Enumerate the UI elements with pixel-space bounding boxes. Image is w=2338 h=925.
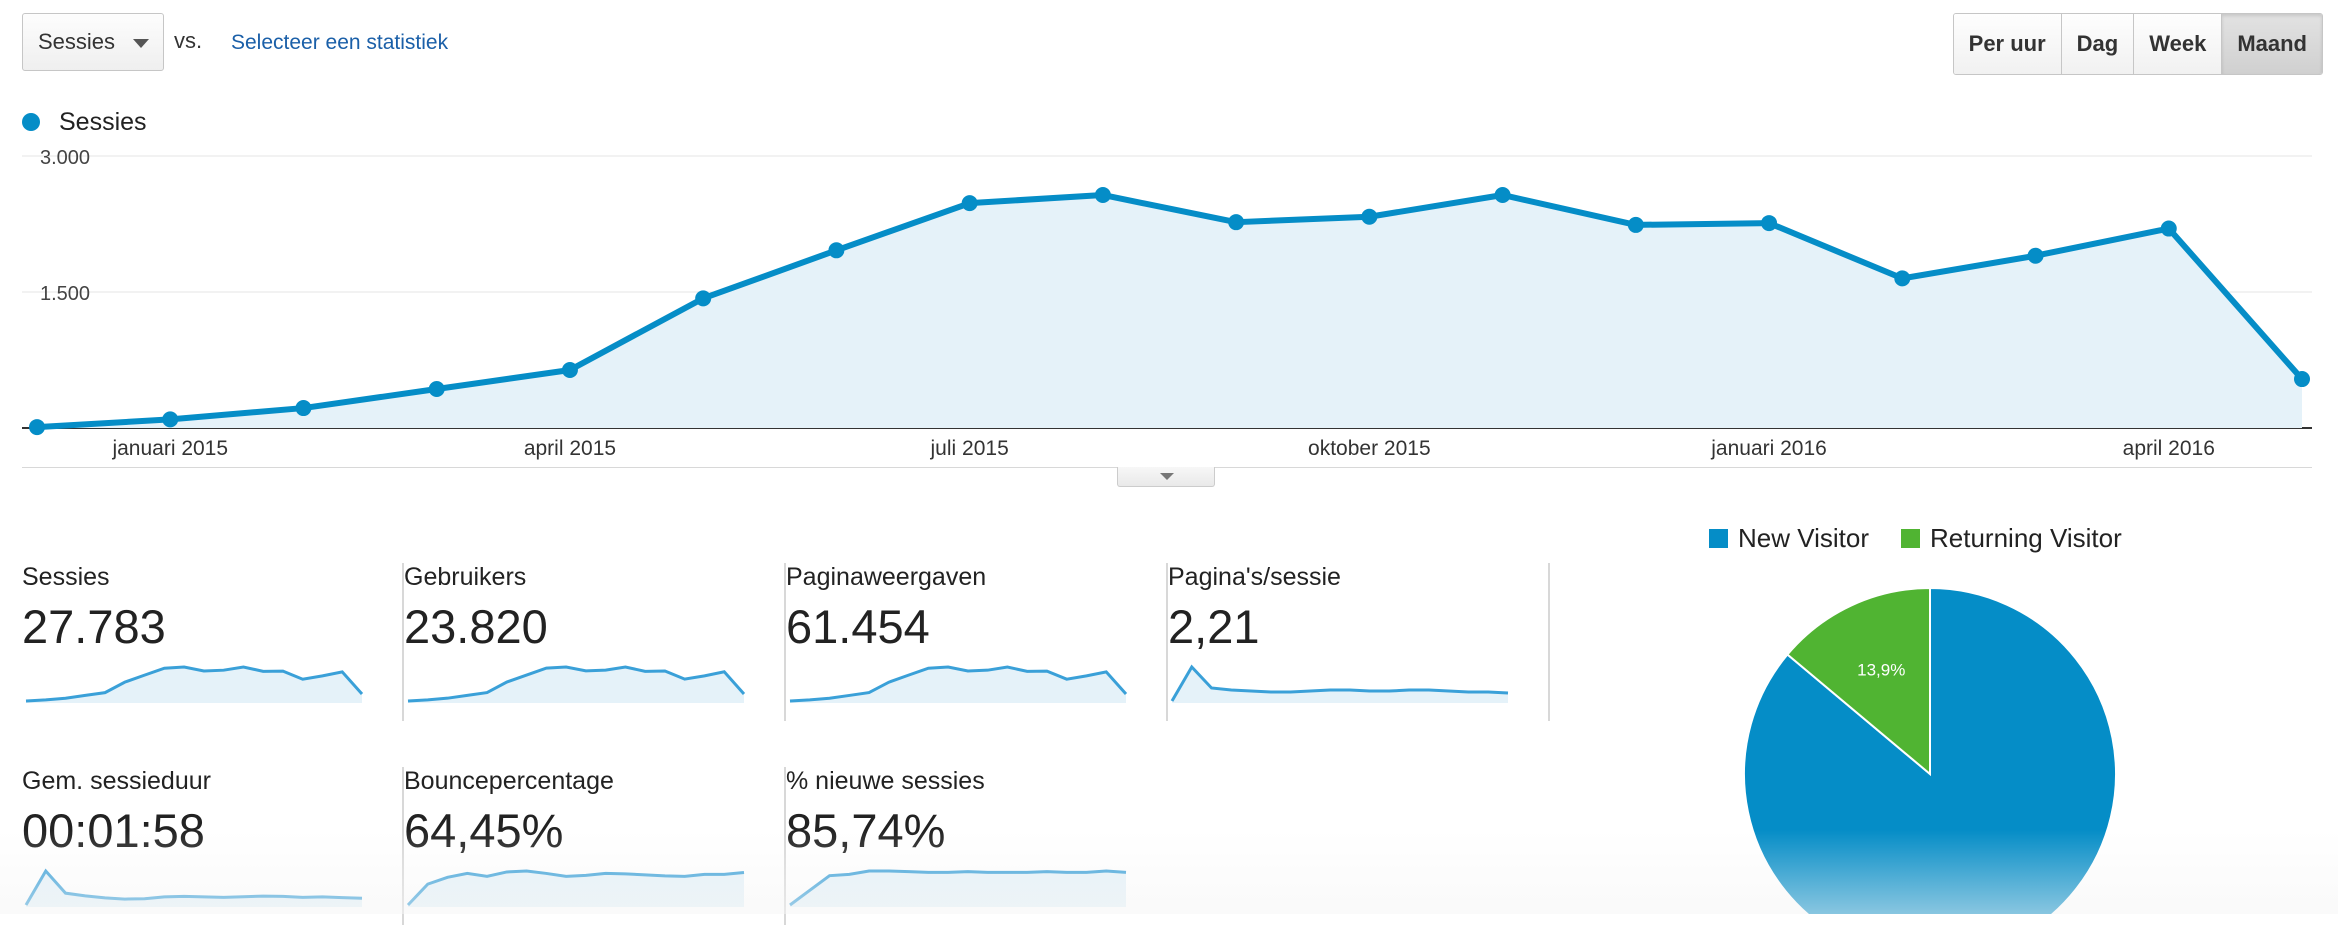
legend-marker: [22, 113, 40, 131]
x-tick-label: januari 2015: [111, 437, 228, 460]
sparkline-area: [408, 667, 744, 703]
metric-tile[interactable]: Gebruikers 23.820: [404, 563, 786, 721]
metric-label: Gebruikers: [404, 563, 527, 591]
metric-value: 23.820: [404, 600, 548, 653]
data-point[interactable]: [1761, 215, 1778, 232]
sparkline: [789, 665, 1128, 703]
caret-down-icon: [1160, 473, 1174, 480]
metric-tile[interactable]: Bouncepercentage 64,45%: [404, 767, 786, 925]
metric-label: Paginaweergaven: [786, 563, 987, 591]
y-tick-label: 1.500: [40, 283, 90, 305]
data-point[interactable]: [1894, 270, 1911, 287]
data-point[interactable]: [1627, 216, 1644, 233]
metric-value: 00:01:58: [22, 804, 205, 857]
metric-divider: [784, 563, 786, 721]
period-toggle-group: Per uur Dag Week Maand: [1952, 13, 2323, 75]
data-point[interactable]: [2160, 220, 2177, 237]
returning-visitor-swatch: [1901, 529, 1920, 548]
data-point[interactable]: [561, 361, 578, 378]
data-point[interactable]: [1094, 186, 1111, 203]
sparkline-area: [790, 667, 1126, 703]
new-visitor-swatch: [1709, 529, 1728, 548]
x-tick-label: april 2016: [2123, 437, 2215, 460]
metric-label: Sessies: [22, 563, 110, 591]
metric-divider: [1166, 563, 1168, 721]
sparkline: [25, 665, 364, 703]
data-point[interactable]: [1228, 214, 1245, 231]
metric-value: 64,45%: [404, 804, 564, 857]
metric-tile[interactable]: Sessies 27.783: [22, 563, 404, 721]
data-point[interactable]: [695, 290, 712, 307]
metric-divider: [1548, 563, 1550, 721]
metric-select-value: Sessies: [38, 29, 116, 54]
data-point[interactable]: [961, 195, 978, 212]
collapse-chart-handle[interactable]: [1117, 467, 1215, 487]
sparkline: [1170, 664, 1509, 703]
metric-value: 2,21: [1168, 600, 1260, 653]
pie-legend-new-label: New Visitor: [1738, 523, 1870, 553]
x-tick-label: oktober 2015: [1308, 437, 1431, 460]
compare-metric-link[interactable]: Selecteer een statistiek: [231, 31, 449, 54]
sparkline-area: [1172, 667, 1508, 703]
metric-select[interactable]: Sessies: [22, 13, 164, 71]
metric-label: Gem. sessieduur: [22, 767, 211, 795]
x-tick-label: januari 2016: [1710, 437, 1827, 460]
pie-slice-label: 13,9%: [1857, 661, 1905, 680]
metric-value: 27.783: [22, 600, 166, 653]
sparkline-area: [26, 871, 362, 907]
metric-label: Pagina's/sessie: [1168, 563, 1341, 591]
data-point[interactable]: [428, 381, 445, 398]
period-week-button[interactable]: Week: [2133, 14, 2222, 74]
metric-label: Bouncepercentage: [404, 767, 614, 795]
sessions-line-chart: 1.500 3.000 januari 2015 april 2015 juli 201…: [22, 147, 2312, 460]
sparkline: [24, 868, 363, 907]
data-point[interactable]: [828, 242, 845, 259]
x-tick-label: april 2015: [524, 437, 616, 460]
metric-tile[interactable]: Paginaweergaven 61.454: [786, 563, 1168, 721]
data-point[interactable]: [295, 400, 312, 417]
data-point[interactable]: [1494, 186, 1511, 203]
series-line: [36, 191, 2305, 431]
metric-label: % nieuwe sessies: [786, 767, 985, 795]
pie-legend-returning[interactable]: Returning Visitor: [1901, 523, 2122, 554]
chevron-down-icon: [133, 39, 149, 48]
legend-label[interactable]: Sessies: [59, 108, 147, 136]
sparkline-line: [1170, 664, 1509, 702]
period-dag-button[interactable]: Dag: [2060, 14, 2134, 74]
data-point[interactable]: [1361, 208, 1378, 225]
sparkline-line: [407, 665, 746, 703]
sparkline-line: [25, 665, 364, 703]
sparkline: [406, 869, 745, 907]
pie-legend-returning-label: Returning Visitor: [1930, 523, 2122, 553]
sparkline-line: [789, 665, 1128, 703]
metric-tile[interactable]: % nieuwe sessies 85,74%: [786, 767, 1168, 925]
metric-value: 85,74%: [786, 804, 946, 857]
metric-divider: [402, 563, 404, 721]
series-area: [37, 194, 2302, 428]
sparkline-area: [26, 667, 362, 703]
data-point[interactable]: [2027, 247, 2044, 264]
data-point[interactable]: [29, 419, 45, 436]
pie-legend-new[interactable]: New Visitor: [1709, 523, 1869, 554]
metric-value: 61.454: [786, 600, 930, 653]
metric-tile[interactable]: Gem. sessieduur 00:01:58: [22, 767, 404, 925]
data-point[interactable]: [2294, 371, 2310, 388]
sparkline: [789, 869, 1127, 907]
period-maand-button[interactable]: Maand: [2221, 14, 2322, 74]
x-tick-label: juli 2015: [930, 437, 1009, 460]
sparkline: [407, 665, 746, 703]
vs-label: vs.: [174, 28, 203, 53]
data-point[interactable]: [162, 411, 179, 428]
visitor-type-pie-chart: 86,1%13,9%: [1743, 586, 2117, 914]
metric-tile[interactable]: Pagina's/sessie 2,21: [1168, 563, 1550, 721]
y-tick-label: 3.000: [40, 147, 90, 169]
period-per-uur-button[interactable]: Per uur: [1953, 14, 2061, 74]
pie-slice-returning-visitor[interactable]: [1786, 586, 1931, 777]
